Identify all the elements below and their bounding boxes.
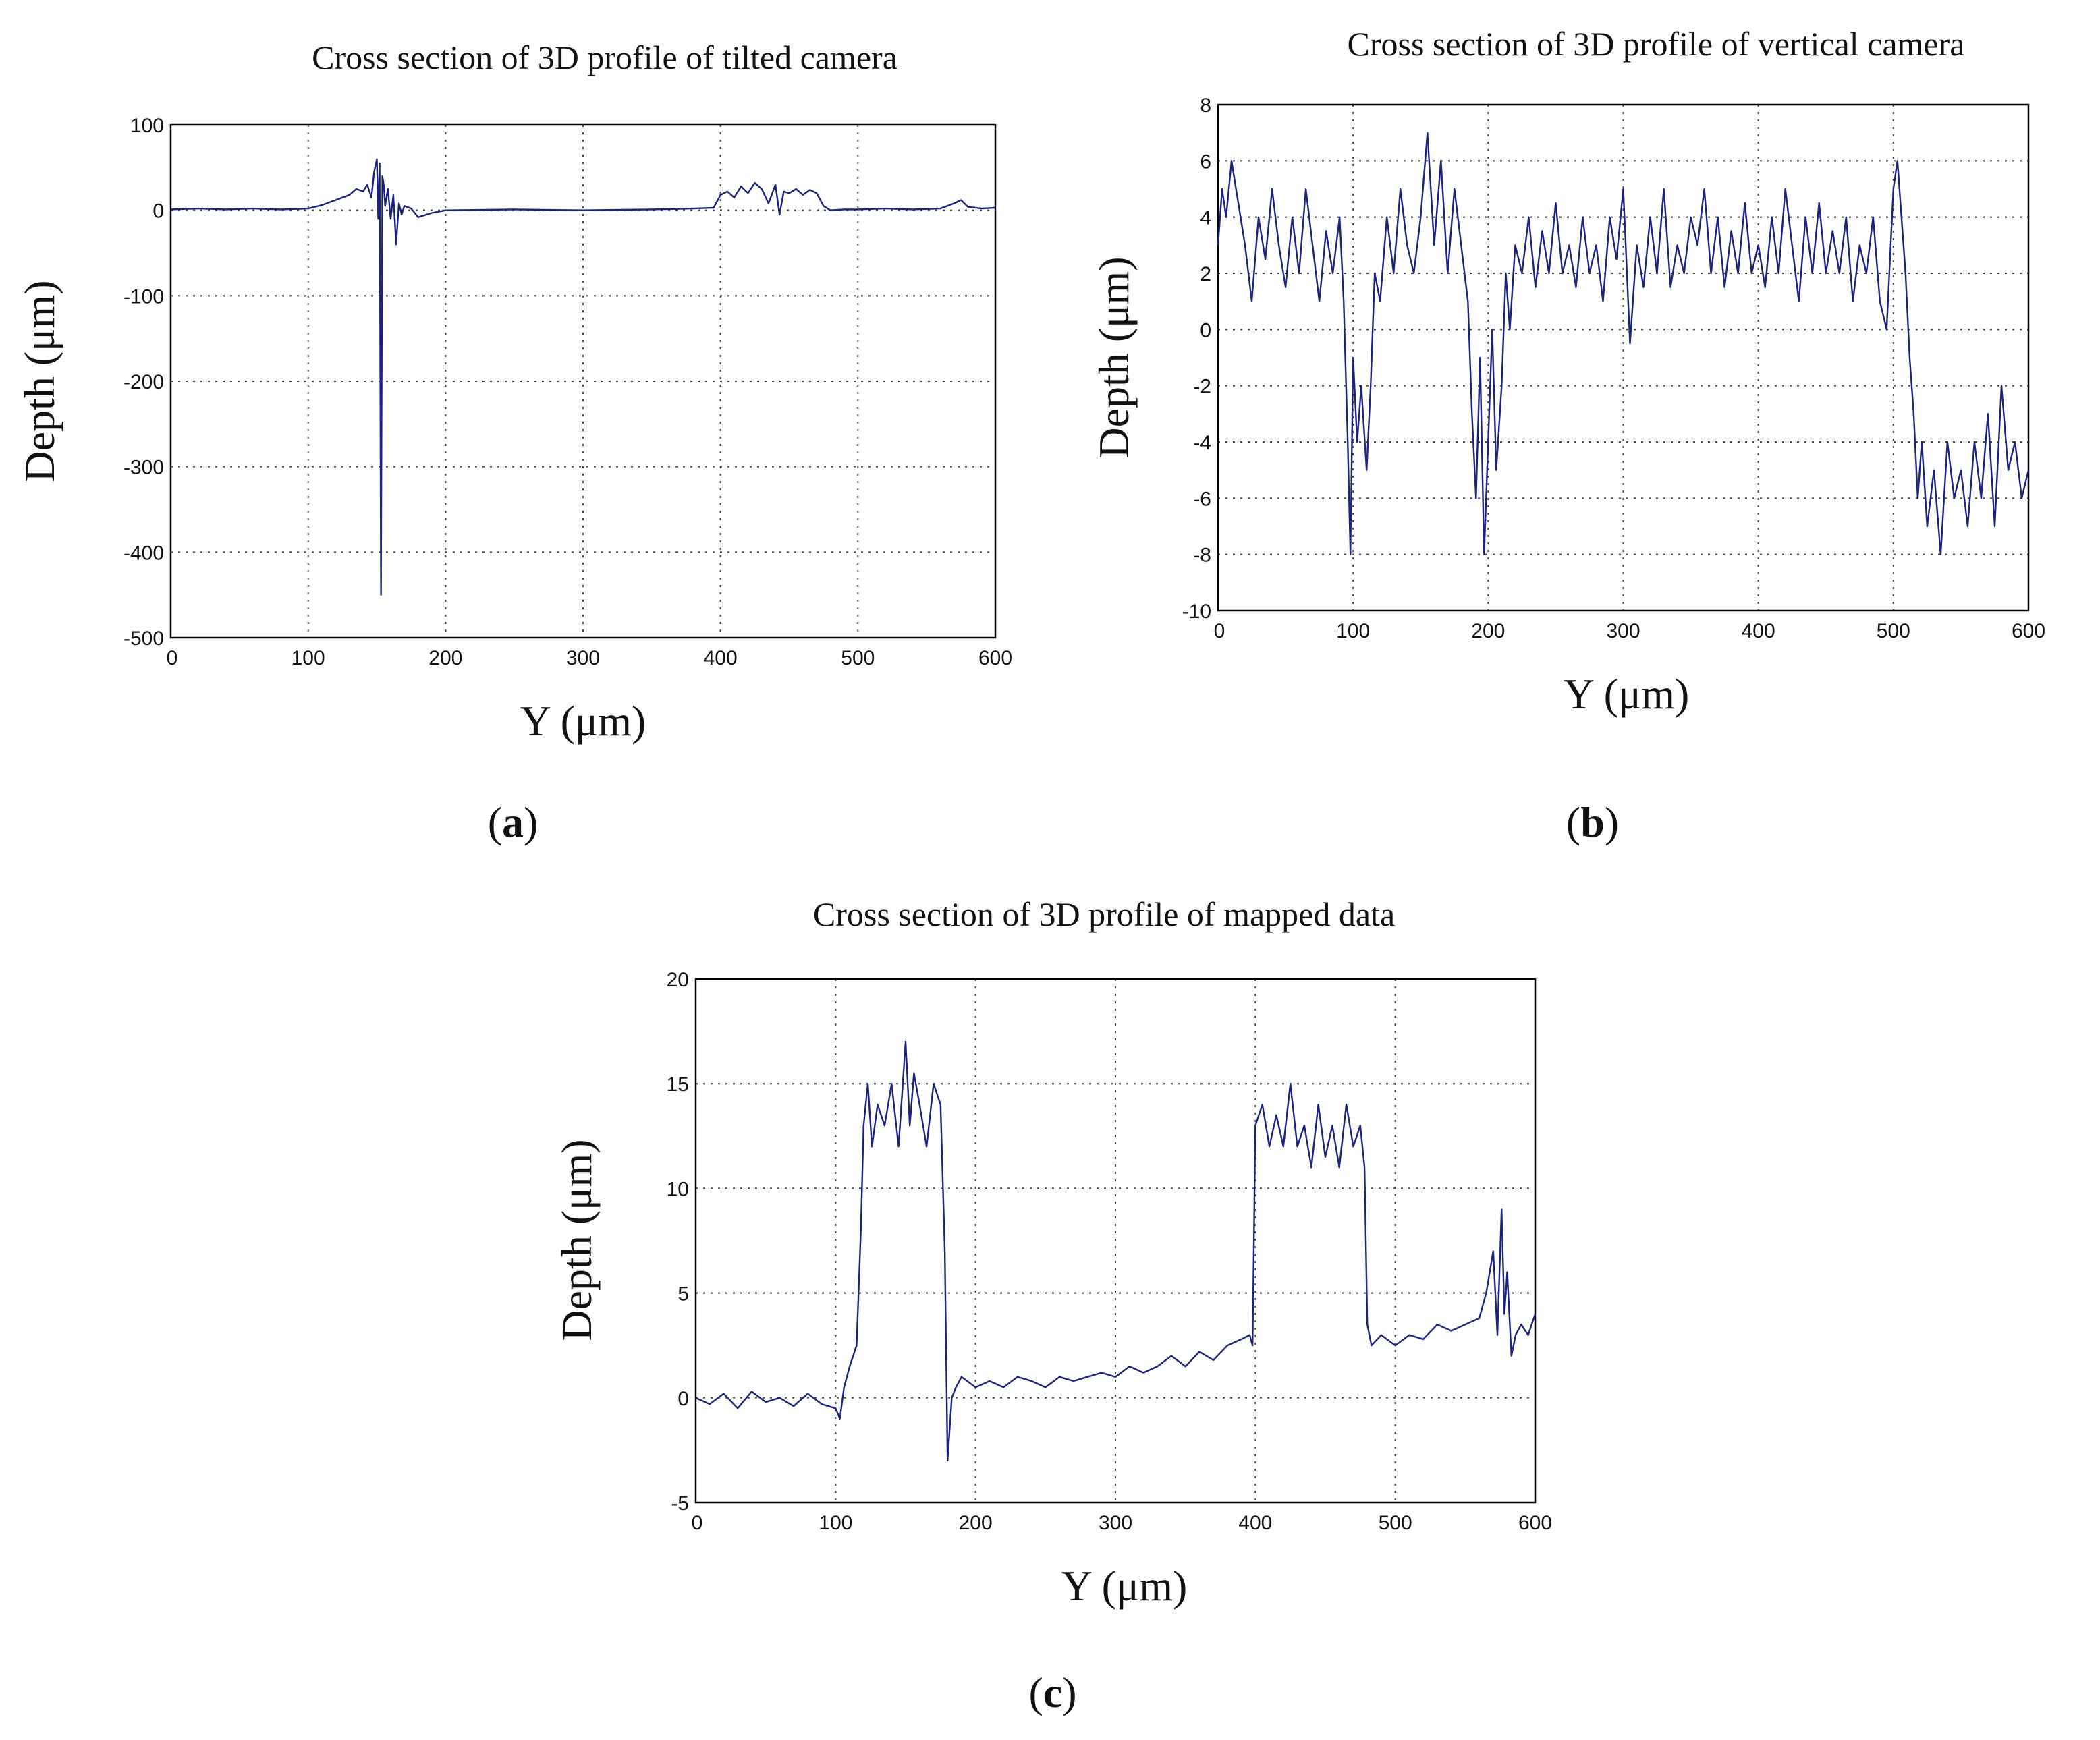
panel-c-plot-area (694, 978, 1537, 1504)
panel-a-label: (a) (488, 798, 538, 846)
panel-c-y-tick-label: 15 (667, 1073, 689, 1096)
panel-b-y-tick-label: -6 (1193, 488, 1211, 510)
panel-a-y-tick-label: 0 (153, 200, 164, 223)
panel-b-y-tick-label: 6 (1200, 150, 1211, 173)
panel-c-y-tick-label: -5 (671, 1492, 689, 1515)
panel-c-line (695, 1040, 1537, 1462)
panel-a-x-tick-label: 600 (978, 647, 1012, 669)
panel-a-x-tick-label: 300 (566, 647, 600, 669)
panel-c-x-tick-label: 300 (1099, 1512, 1132, 1534)
panel-a-title: Cross section of 3D profile of tilted ca… (312, 38, 897, 76)
panel-c-y-tick-label: 5 (678, 1283, 689, 1306)
panel-c-x-ticks: 0 100 200 300 400 500 600 (692, 1512, 1552, 1534)
panel-a-x-tick-label: 100 (292, 647, 325, 669)
panel-a-x-tick-label: 500 (841, 647, 875, 669)
panel-b-y-tick-label: -2 (1193, 376, 1211, 398)
panel-c-x-tick-label: 500 (1379, 1512, 1412, 1534)
panel-c-y-axis-label: Depth (μm) (553, 1139, 601, 1341)
panel-c-letter: c (1043, 1668, 1062, 1716)
panel-a-x-axis-label: Y (μm) (520, 697, 646, 745)
panel-b-y-axis-label: Depth (μm) (1090, 256, 1138, 458)
panel-c-x-tick-label: 400 (1238, 1512, 1272, 1534)
panel-a-x-tick-label: 400 (704, 647, 738, 669)
panel-b-grid (1218, 105, 2028, 611)
panel-a: Cross section of 3D profile of tilted ca… (16, 38, 1012, 846)
panel-c-y-tick-label: 0 (678, 1388, 689, 1410)
panel-a-y-axis-label: Depth (μm) (16, 280, 63, 482)
panel-b-title: Cross section of 3D profile of vertical … (1348, 25, 1965, 63)
panel-b-y-tick-label: 2 (1200, 263, 1211, 285)
panel-b-x-tick-label: 400 (1742, 620, 1775, 642)
panel-a-y-tick-label: -200 (123, 371, 164, 393)
panel-a-x-ticks: 0 100 200 300 400 500 600 (167, 647, 1012, 669)
panel-b-y-tick-label: 0 (1200, 319, 1211, 341)
panel-b-y-tick-label: -4 (1193, 432, 1211, 454)
panel-c-x-tick-label: 100 (819, 1512, 852, 1534)
panel-a-line (170, 158, 996, 596)
panel-c-x-tick-label: 600 (1518, 1512, 1552, 1534)
panel-c-x-tick-label: 200 (959, 1512, 993, 1534)
panel-b-x-tick-label: 600 (2012, 620, 2045, 642)
panel-b-x-tick-label: 100 (1336, 620, 1370, 642)
panel-b-y-tick-label: 8 (1200, 94, 1211, 117)
panel-a-grid (171, 125, 995, 638)
panel-b-x-tick-label: 0 (1214, 620, 1225, 642)
panel-b: Cross section of 3D profile of vertical … (1090, 25, 2045, 846)
panel-b-x-tick-label: 200 (1471, 620, 1505, 642)
panel-b-x-tick-label: 300 (1606, 620, 1640, 642)
panel-a-y-tick-label: -300 (123, 457, 164, 479)
panel-c: Cross section of 3D profile of mapped da… (553, 895, 1552, 1716)
panel-b-x-axis-label: Y (μm) (1564, 670, 1690, 718)
panel-b-label: (b) (1566, 798, 1619, 846)
panel-a-y-tick-label: -500 (123, 627, 164, 650)
panel-a-plot-area (169, 123, 997, 639)
panel-b-y-ticks: 8 6 4 2 0 -2 -4 -6 -8 -10 (1182, 94, 1211, 623)
panel-c-y-ticks: 20 15 10 5 0 -5 (667, 969, 689, 1515)
panel-c-label: (c) (1028, 1668, 1076, 1716)
panel-b-plot-area (1217, 103, 2030, 612)
panel-a-y-ticks: 100 0 -100 -200 -300 -400 -500 (123, 115, 164, 650)
panel-c-y-tick-label: 20 (667, 969, 689, 991)
panel-b-y-tick-label: 4 (1200, 207, 1211, 229)
panel-c-x-axis-label: Y (μm) (1061, 1562, 1188, 1610)
panel-a-x-tick-label: 200 (429, 647, 462, 669)
panel-b-y-tick-label: -8 (1193, 544, 1211, 567)
panel-c-y-tick-label: 10 (667, 1178, 689, 1200)
panel-b-x-ticks: 0 100 200 300 400 500 600 (1214, 620, 2045, 642)
panel-a-x-tick-label: 0 (167, 647, 178, 669)
panel-a-letter: a (502, 798, 524, 846)
panel-b-letter: b (1580, 798, 1605, 846)
panel-a-y-tick-label: -100 (123, 285, 164, 308)
panel-a-y-tick-label: 100 (130, 115, 164, 137)
panel-c-title: Cross section of 3D profile of mapped da… (813, 895, 1395, 933)
panel-c-grid (696, 979, 1535, 1503)
panel-b-line (1217, 132, 2030, 555)
panel-c-x-tick-label: 0 (692, 1512, 703, 1534)
panel-a-y-tick-label: -400 (123, 542, 164, 564)
panel-b-x-tick-label: 500 (1877, 620, 1910, 642)
panel-b-y-tick-label: -10 (1182, 600, 1211, 623)
